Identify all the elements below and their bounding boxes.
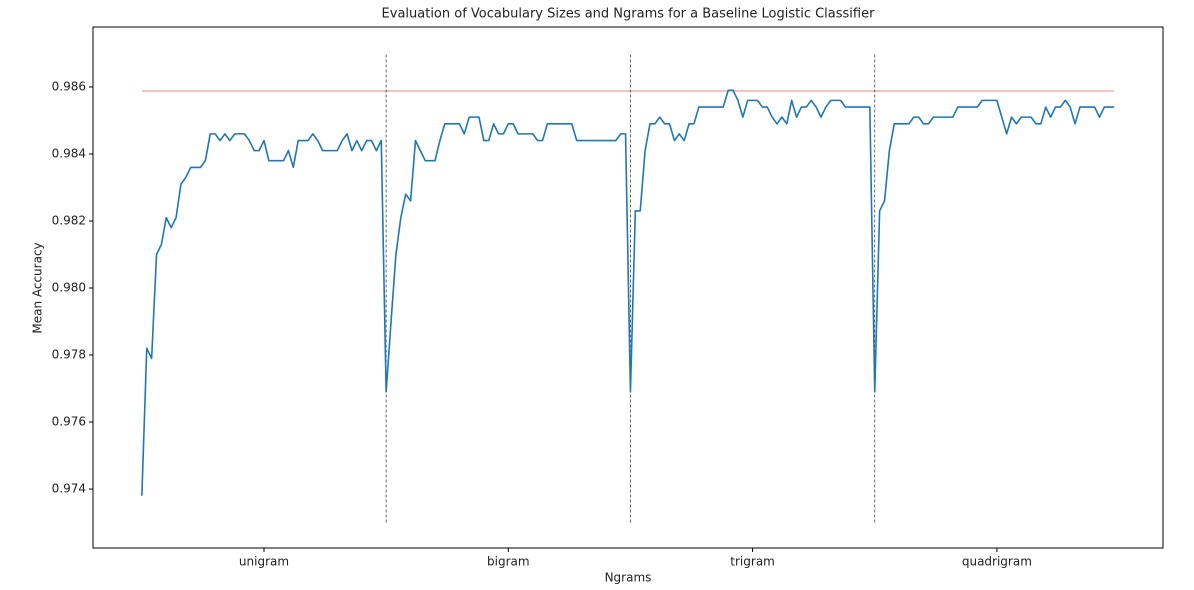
x-tick-label: trigram — [730, 555, 775, 569]
y-tick-label: 0.984 — [52, 146, 86, 160]
y-tick-label: 0.982 — [52, 213, 86, 227]
y-tick-label: 0.976 — [52, 415, 86, 429]
y-tick-label: 0.980 — [52, 281, 86, 295]
y-tick-label: 0.986 — [52, 79, 86, 93]
x-tick-label: quadrigram — [962, 555, 1032, 569]
y-axis-label: Mean Accuracy — [31, 242, 45, 333]
x-axis-label: Ngrams — [605, 571, 652, 585]
chart-title: Evaluation of Vocabulary Sizes and Ngram… — [382, 7, 876, 22]
y-tick-label: 0.978 — [52, 348, 86, 362]
y-tick-label: 0.974 — [52, 482, 86, 496]
plot-frame — [92, 26, 1164, 549]
data-line — [141, 89, 1115, 496]
x-tick-label: unigram — [239, 555, 289, 569]
x-tick-label: bigram — [487, 555, 530, 569]
